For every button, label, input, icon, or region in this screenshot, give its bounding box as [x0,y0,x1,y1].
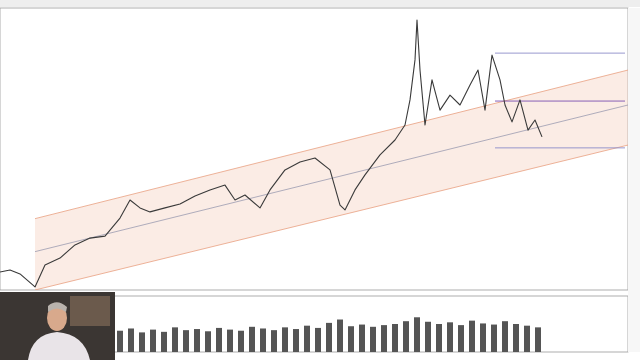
volume-bar [161,332,167,352]
volume-bar [524,326,530,352]
volume-bar [194,329,200,352]
volume-bar [315,328,321,352]
volume-bar [260,328,266,352]
volume-bar [117,331,123,352]
level-line [495,101,625,102]
volume-bar [282,327,288,352]
volume-bar [436,324,442,352]
volume-bar [370,327,376,352]
volume-bars [117,317,541,352]
volume-bar [414,317,420,352]
volume-bar [469,321,475,352]
level-line [495,53,625,54]
webcam-overlay [0,292,115,360]
price-axis-strip [628,8,640,352]
volume-bar [458,325,464,352]
volume-bar [183,330,189,352]
channel-band [35,70,628,290]
webcam-body [28,332,90,360]
volume-bar [403,321,409,352]
volume-bar [447,322,453,352]
channel-lower [35,145,628,290]
webcam-shelf [70,296,110,326]
volume-bar [249,327,255,352]
plot-area [0,20,628,290]
price-line [0,20,542,287]
volume-bar [205,331,211,352]
volume-bar [150,330,156,352]
volume-bar [172,327,178,352]
channel-middle [35,105,628,252]
webcam-hair [48,302,67,312]
level-line [495,147,625,148]
volume-bar [271,330,277,352]
volume-bar [480,323,486,352]
toolbar [0,0,640,7]
channel-upper [35,70,628,219]
volume-bar [216,328,222,352]
volume-bar [491,325,497,352]
volume-bar [381,325,387,352]
volume-bar [128,328,134,352]
volume-bar [238,331,244,352]
volume-bar [326,323,332,352]
volume-bar [513,324,519,352]
volume-bar [535,327,541,352]
volume-bar [227,330,233,352]
volume-bar [392,324,398,352]
volume-bar [502,321,508,352]
volume-bar [304,326,310,352]
volume-bar [139,332,145,352]
volume-bar [293,329,299,352]
volume-bar [425,322,431,352]
volume-bar [337,320,343,352]
volume-bar [348,326,354,352]
webcam-bg [0,292,115,360]
plot-frame [0,8,628,290]
chart-root [0,0,640,360]
volume-bar [359,325,365,352]
